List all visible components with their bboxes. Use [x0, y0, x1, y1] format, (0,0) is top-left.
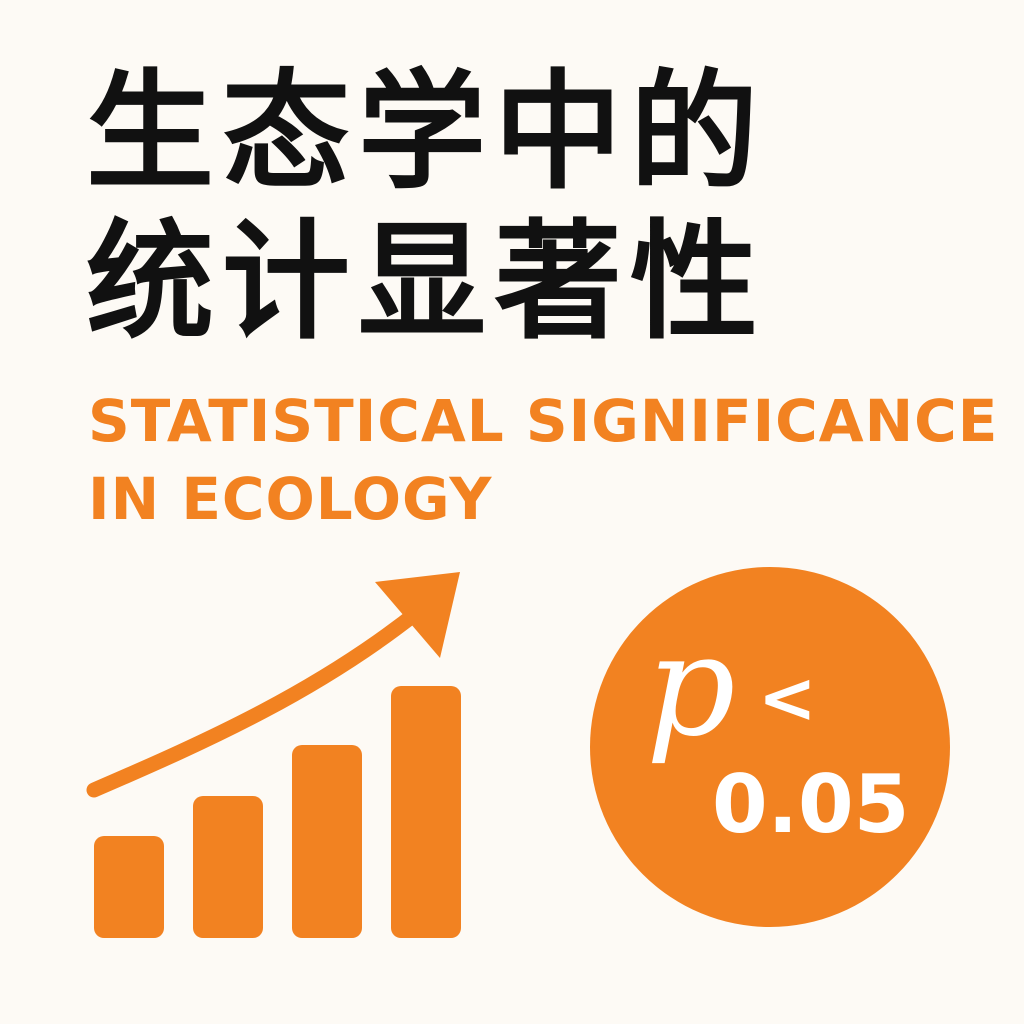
english-title: STATISTICAL SIGNIFICANCE IN ECOLOGY: [88, 382, 998, 538]
p-symbol: p: [646, 605, 736, 768]
chart-bar-4-icon: [391, 686, 461, 938]
chart-bar-2-icon: [193, 796, 263, 938]
less-than-sign: <: [758, 657, 817, 739]
trend-arrow-head-icon: [375, 572, 460, 658]
rising-bar-chart-icon: [86, 572, 461, 938]
chart-bar-1-icon: [94, 836, 164, 938]
english-title-line-2: IN ECOLOGY: [88, 465, 493, 533]
chart-bar-3-icon: [292, 745, 362, 938]
p-value-badge: p < 0.05: [590, 567, 950, 927]
chinese-title-line-1: 生态学中的: [86, 58, 767, 207]
chinese-title: 生态学中的 统计显著性: [86, 58, 766, 358]
p-threshold-value: 0.05: [712, 758, 910, 851]
trend-arrow-shaft-icon: [86, 602, 428, 798]
english-title-line-1: STATISTICAL SIGNIFICANCE: [88, 387, 999, 455]
chinese-title-line-2: 统计显著性: [86, 208, 767, 357]
